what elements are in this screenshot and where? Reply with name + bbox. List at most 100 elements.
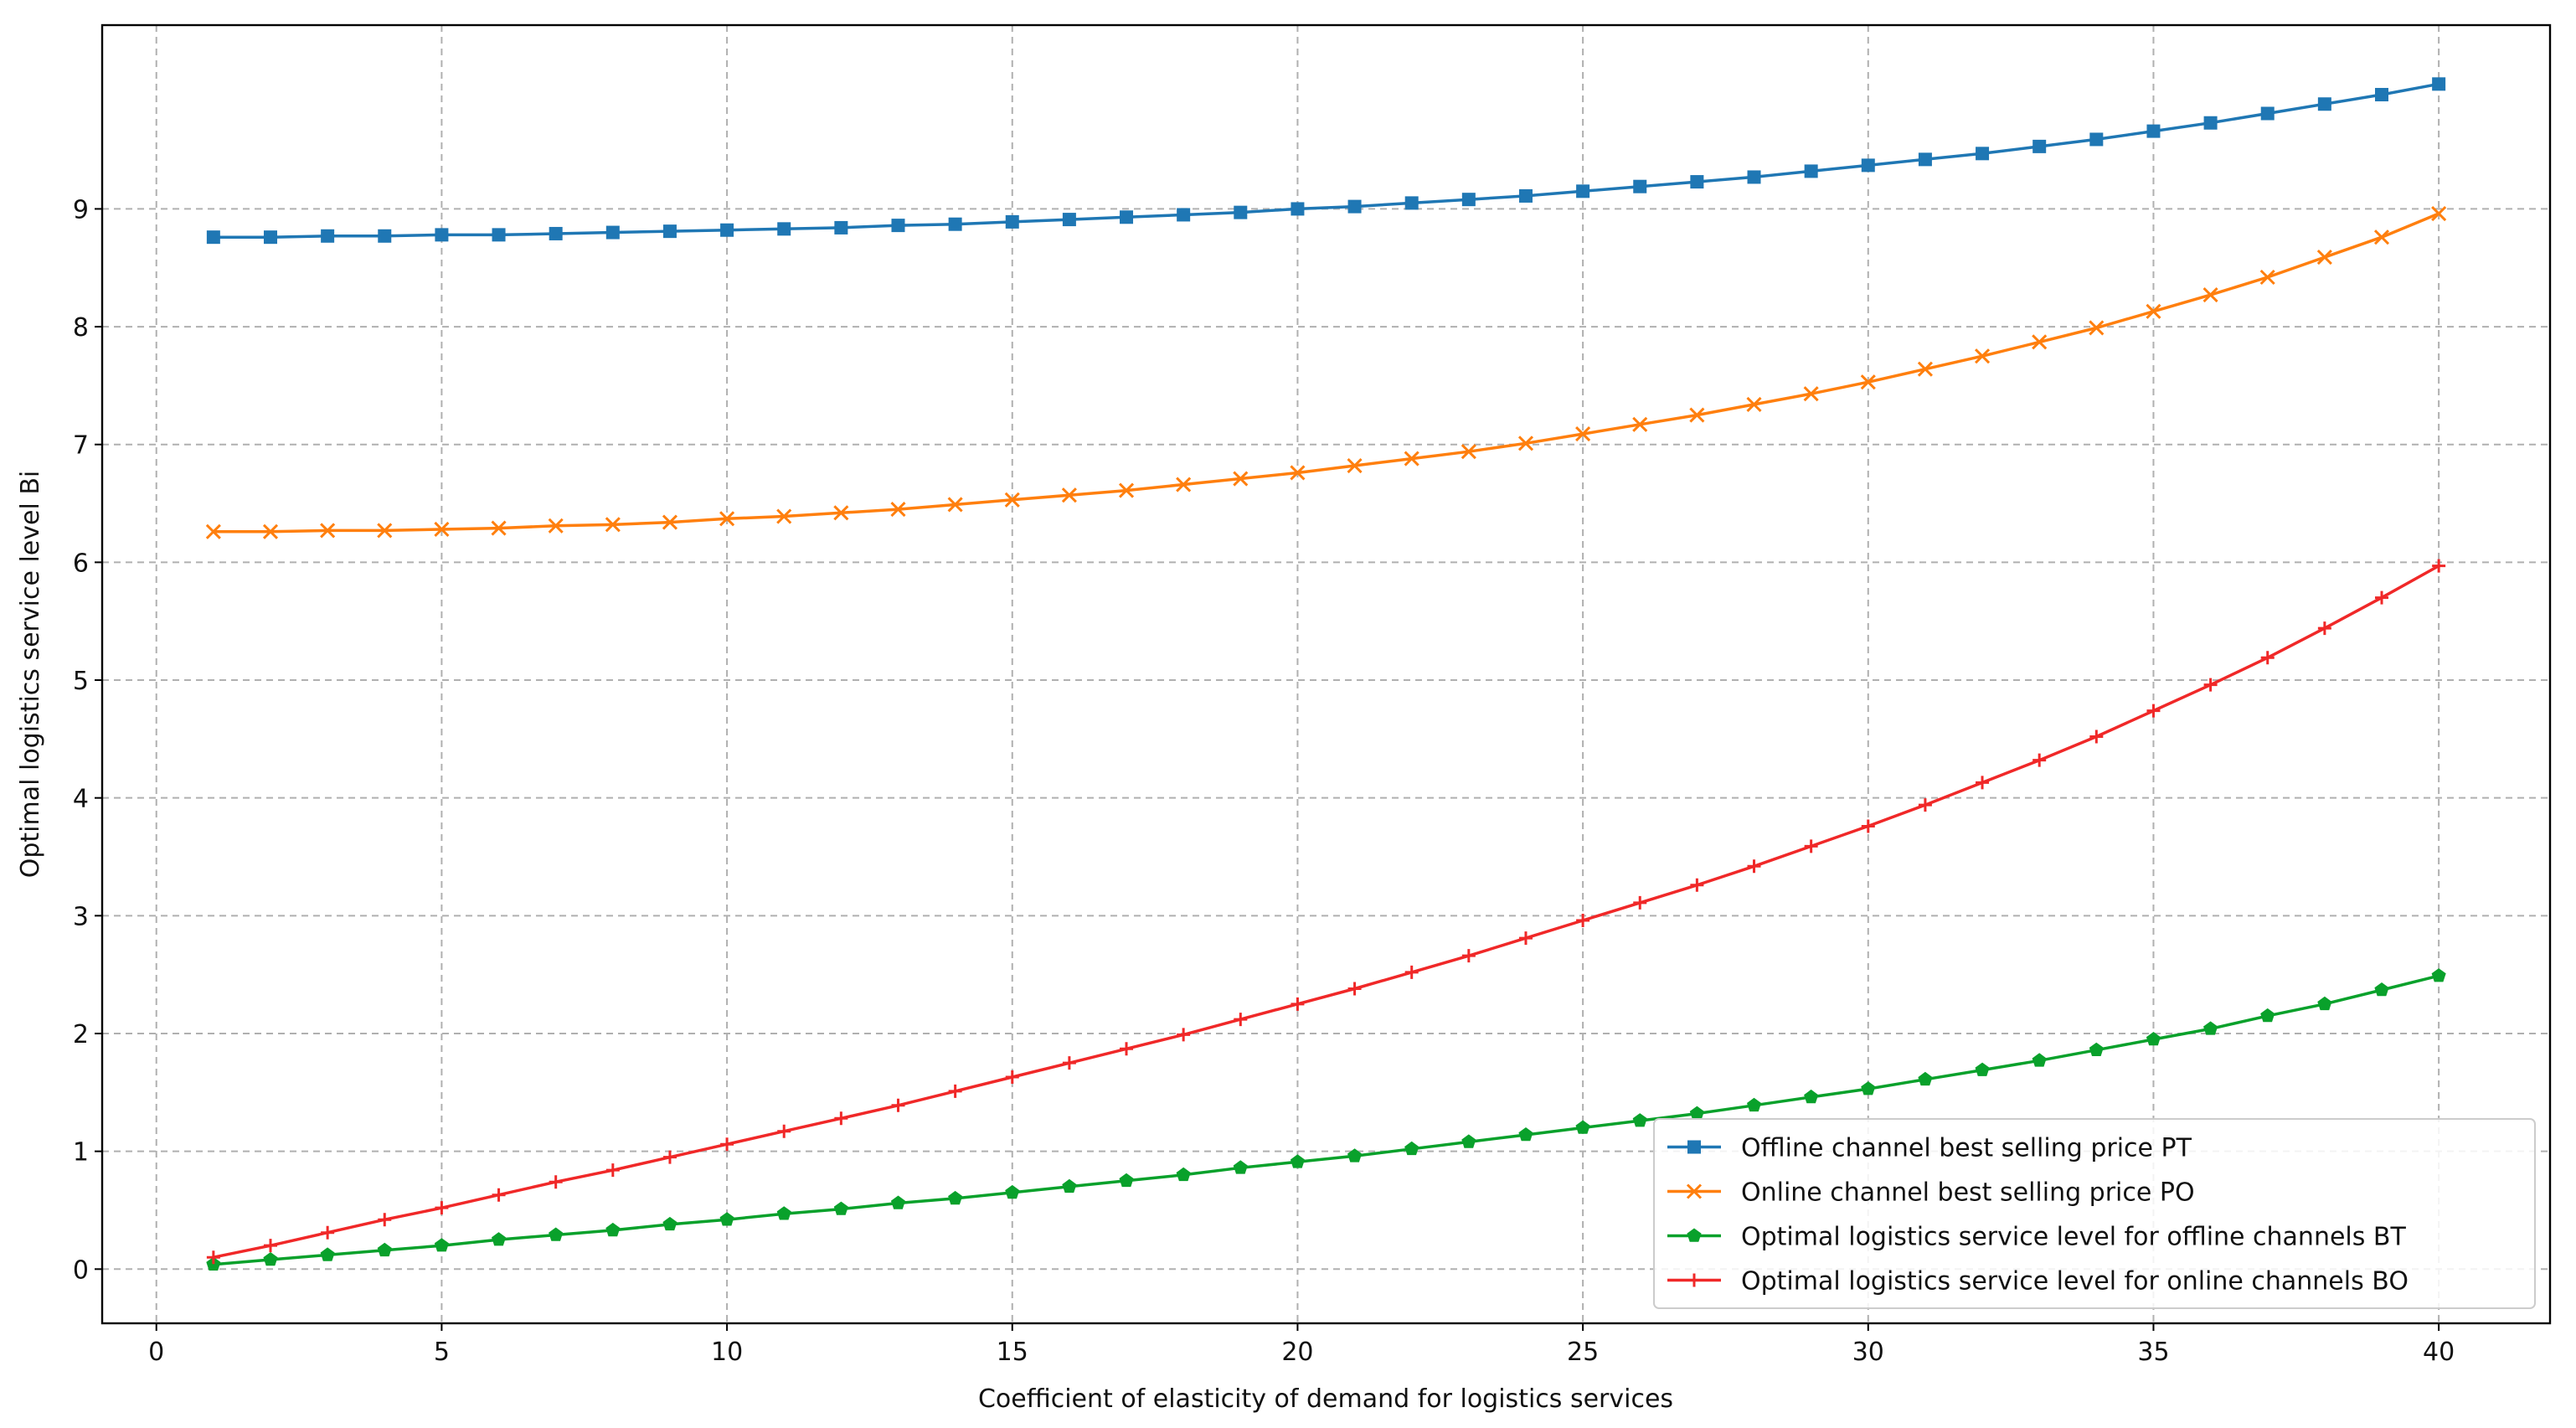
marker xyxy=(435,1201,449,1215)
marker xyxy=(1689,1106,1704,1120)
marker xyxy=(1576,913,1590,927)
marker xyxy=(1747,170,1761,184)
marker xyxy=(1120,210,1134,224)
marker xyxy=(1119,1173,1134,1188)
marker xyxy=(2146,303,2161,319)
series xyxy=(206,77,2446,245)
marker xyxy=(263,230,277,245)
marker xyxy=(2032,334,2048,350)
marker xyxy=(662,514,678,530)
marker xyxy=(1176,477,1192,492)
marker xyxy=(2032,139,2047,153)
series xyxy=(206,559,2446,1265)
marker xyxy=(662,1150,677,1164)
legend-box xyxy=(1653,1118,2536,1309)
marker xyxy=(1461,1134,1476,1148)
marker xyxy=(2260,651,2275,665)
marker xyxy=(320,523,336,539)
marker xyxy=(263,1239,277,1253)
marker xyxy=(1804,164,1818,178)
marker xyxy=(1974,348,1991,364)
marker xyxy=(2432,77,2446,91)
marker xyxy=(891,219,905,233)
marker xyxy=(833,505,849,521)
marker xyxy=(263,1252,278,1266)
marker xyxy=(1861,158,1875,173)
y-tick-label: 5 xyxy=(73,667,89,696)
marker xyxy=(834,220,848,235)
marker xyxy=(321,1225,335,1240)
marker xyxy=(1633,895,1647,910)
marker xyxy=(549,226,563,240)
marker xyxy=(1347,199,1362,214)
marker xyxy=(605,1222,621,1237)
marker xyxy=(1861,1081,1876,1095)
legend-marker xyxy=(1686,1183,1703,1199)
marker xyxy=(2374,982,2389,997)
marker xyxy=(1233,471,1249,487)
marker xyxy=(1747,1097,1762,1112)
y-tick-label: 2 xyxy=(73,1020,89,1049)
marker xyxy=(1234,1013,1248,1027)
marker xyxy=(947,497,963,513)
marker xyxy=(1004,492,1020,508)
marker xyxy=(605,225,620,240)
marker xyxy=(2089,320,2105,336)
marker xyxy=(1804,839,1818,853)
marker xyxy=(1461,444,1476,460)
marker xyxy=(948,217,962,231)
marker xyxy=(890,1195,905,1209)
marker xyxy=(1290,465,1306,481)
marker xyxy=(1062,1178,1077,1193)
x-tick-label: 35 xyxy=(2137,1338,2169,1367)
x-tick-label: 15 xyxy=(997,1338,1028,1367)
y-tick-label: 1 xyxy=(73,1138,89,1168)
marker xyxy=(1404,451,1419,467)
marker xyxy=(662,1216,677,1231)
marker xyxy=(1747,859,1761,874)
marker xyxy=(720,1137,734,1152)
marker xyxy=(1861,819,1875,833)
legend-marker xyxy=(1687,1228,1702,1242)
y-tick-label: 3 xyxy=(73,902,89,931)
marker xyxy=(2089,132,2104,147)
series-line xyxy=(213,212,2439,534)
marker xyxy=(435,228,449,242)
marker xyxy=(378,229,392,243)
marker xyxy=(948,1084,962,1098)
marker xyxy=(1518,188,1533,203)
marker xyxy=(2375,87,2389,101)
series-line xyxy=(213,974,2439,1266)
marker xyxy=(1005,1070,1019,1085)
marker xyxy=(1347,457,1363,474)
marker xyxy=(890,502,906,518)
marker xyxy=(2202,287,2218,303)
y-tick-label: 9 xyxy=(73,195,89,224)
marker xyxy=(1804,1089,1819,1104)
legend-label: Offline channel best selling price PT xyxy=(1741,1134,2192,1163)
marker xyxy=(377,523,393,539)
legend: Offline channel best selling price PT Onl… xyxy=(1653,1118,2536,1309)
marker xyxy=(1633,179,1647,193)
marker xyxy=(1005,214,1019,229)
marker xyxy=(1975,1062,1990,1076)
marker xyxy=(1177,208,1191,222)
y-tick-label: 0 xyxy=(73,1255,89,1285)
marker xyxy=(662,224,677,239)
marker xyxy=(1120,1042,1134,1056)
marker xyxy=(378,1213,392,1227)
marker xyxy=(948,1190,963,1205)
marker xyxy=(1976,776,1990,790)
marker xyxy=(1918,152,1932,167)
marker xyxy=(1517,436,1534,451)
marker xyxy=(1746,396,1762,412)
series xyxy=(206,968,2446,1271)
marker xyxy=(1062,1056,1076,1070)
marker xyxy=(1518,1127,1533,1142)
marker xyxy=(1690,878,1704,892)
marker xyxy=(1234,205,1248,219)
legend-label: Online channel best selling price PO xyxy=(1741,1178,2195,1208)
marker xyxy=(1005,1184,1020,1199)
marker xyxy=(2146,1032,2161,1046)
